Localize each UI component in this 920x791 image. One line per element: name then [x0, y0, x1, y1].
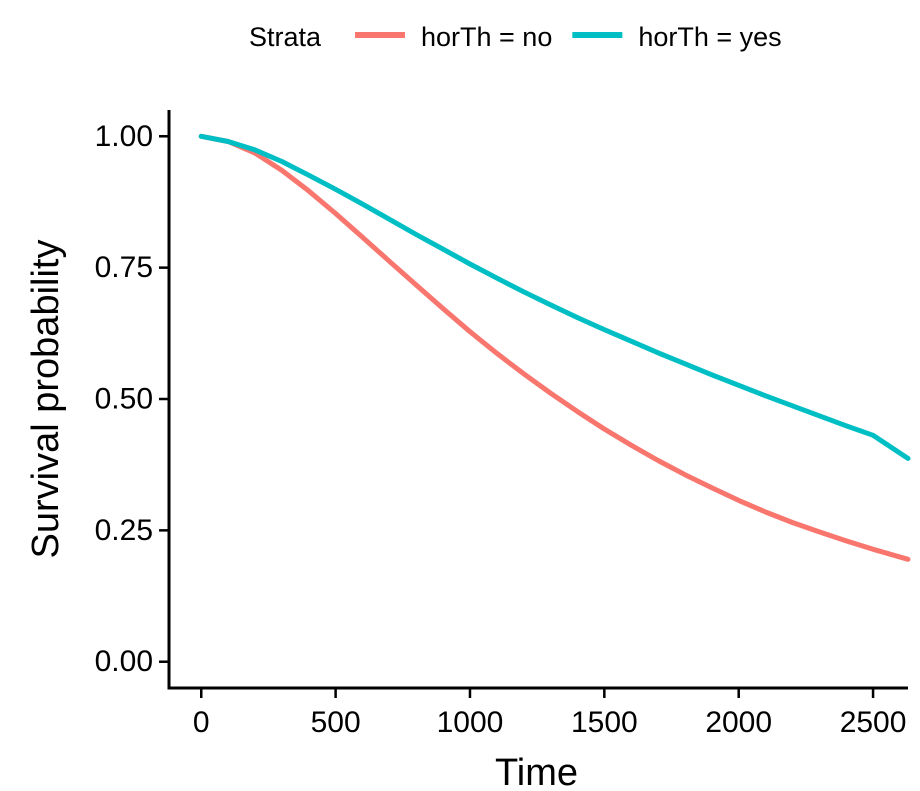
plot-area: 0.00 0.25 0.50 0.75 1.00 0 500 1000 1500 2000 250…	[95, 110, 911, 739]
y-tick-label: 0.00	[95, 645, 153, 678]
legend-label: horTh = no	[421, 22, 552, 52]
y-tick-label: 0.75	[95, 251, 153, 284]
x-ticks: 0 500 1000 1500 2000 2500	[193, 688, 907, 739]
y-ticks: 0.00 0.25 0.50 0.75 1.00	[95, 120, 169, 678]
y-tick-label: 0.50	[95, 383, 153, 416]
y-axis-title: Survival probability	[25, 240, 67, 559]
x-tick-label: 2500	[840, 706, 907, 739]
x-tick-label: 1000	[437, 706, 504, 739]
legend-title: Strata	[249, 22, 322, 52]
series-lines	[198, 133, 911, 562]
legend-label: horTh = yes	[638, 22, 781, 52]
x-tick-label: 1500	[571, 706, 638, 739]
y-tick-label: 1.00	[95, 120, 153, 153]
series-line	[198, 133, 911, 461]
x-tick-label: 2000	[705, 706, 772, 739]
x-tick-label: 500	[311, 706, 361, 739]
y-tick-label: 0.25	[95, 514, 153, 547]
x-tick-label: 0	[193, 706, 210, 739]
legend: Strata horTh = no horTh = yes	[249, 22, 782, 52]
series-line	[198, 133, 911, 562]
x-axis-title: Time	[495, 752, 578, 791]
